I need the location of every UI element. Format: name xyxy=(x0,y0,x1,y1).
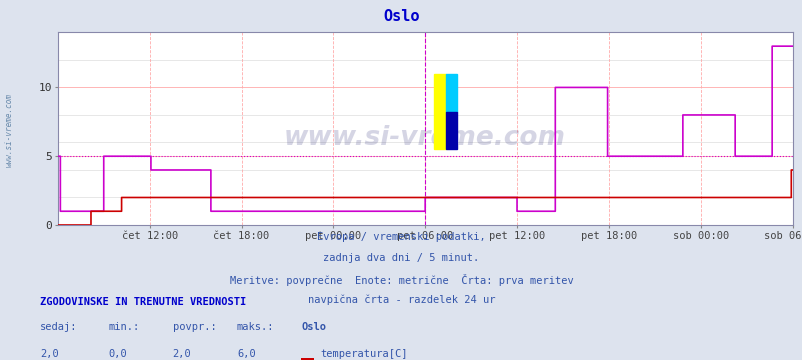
Text: maks.:: maks.: xyxy=(237,322,274,332)
Text: 6,0: 6,0 xyxy=(237,349,255,359)
Text: temperatura[C]: temperatura[C] xyxy=(320,349,407,359)
Text: www.si-vreme.com: www.si-vreme.com xyxy=(284,125,565,151)
Text: navpična črta - razdelek 24 ur: navpična črta - razdelek 24 ur xyxy=(307,295,495,305)
Text: sedaj:: sedaj: xyxy=(40,322,78,332)
Text: 2,0: 2,0 xyxy=(40,349,59,359)
Text: 0,0: 0,0 xyxy=(108,349,127,359)
Text: Meritve: povprečne  Enote: metrične  Črta: prva meritev: Meritve: povprečne Enote: metrične Črta:… xyxy=(229,274,573,286)
Text: povpr.:: povpr.: xyxy=(172,322,216,332)
Text: Evropa / vremenski podatki,: Evropa / vremenski podatki, xyxy=(317,232,485,242)
Text: ZGODOVINSKE IN TRENUTNE VREDNOSTI: ZGODOVINSKE IN TRENUTNE VREDNOSTI xyxy=(40,297,246,307)
Text: zadnja dva dni / 5 minut.: zadnja dva dni / 5 minut. xyxy=(323,253,479,263)
Bar xyxy=(445,112,456,149)
Bar xyxy=(445,74,456,112)
Text: Oslo: Oslo xyxy=(301,322,326,332)
Text: 2,0: 2,0 xyxy=(172,349,191,359)
Text: www.si-vreme.com: www.si-vreme.com xyxy=(5,93,14,167)
Bar xyxy=(434,74,445,149)
Text: Oslo: Oslo xyxy=(383,9,419,24)
Text: min.:: min.: xyxy=(108,322,140,332)
